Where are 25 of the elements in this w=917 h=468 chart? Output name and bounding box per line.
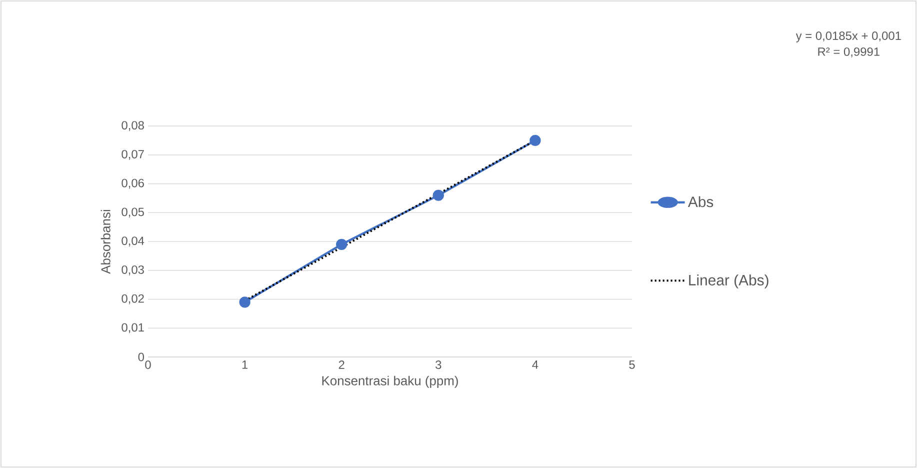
y-tick-label: 0,04 [122, 236, 144, 246]
point [530, 134, 541, 146]
y-tick-label: 0,06 [122, 178, 144, 189]
y-tick-label: 0,07 [122, 150, 144, 160]
x-tick-label: 2 [338, 360, 344, 369]
text: R² = 0,9991 [818, 47, 880, 58]
y-tick-label: 0,03 [122, 265, 144, 276]
x-tick-label: 0 [145, 360, 151, 369]
legend-label: Abs [688, 196, 714, 208]
x-tick-label: 1 [242, 360, 248, 369]
text: y = 0,0185x + 0,001 [796, 32, 901, 42]
y-axis-title: Absorbansi [100, 210, 110, 274]
x-tick-label: 4 [532, 360, 538, 369]
x-axis-title: Konsentrasi baku (ppm) [322, 376, 458, 388]
legend-label: Linear (Abs) [689, 274, 768, 288]
point [239, 296, 250, 308]
point [336, 238, 348, 250]
x-tick-label: 3 [436, 360, 442, 369]
y-tick-label: 0,08 [122, 121, 144, 131]
y-tick-label: 0,05 [122, 208, 144, 218]
y-tick-label: 0,02 [122, 294, 144, 304]
y-tick-label: 0,01 [122, 323, 144, 334]
y-tick-label: 0 [138, 352, 144, 362]
point [432, 190, 444, 201]
x-tick-label: 5 [629, 360, 635, 369]
